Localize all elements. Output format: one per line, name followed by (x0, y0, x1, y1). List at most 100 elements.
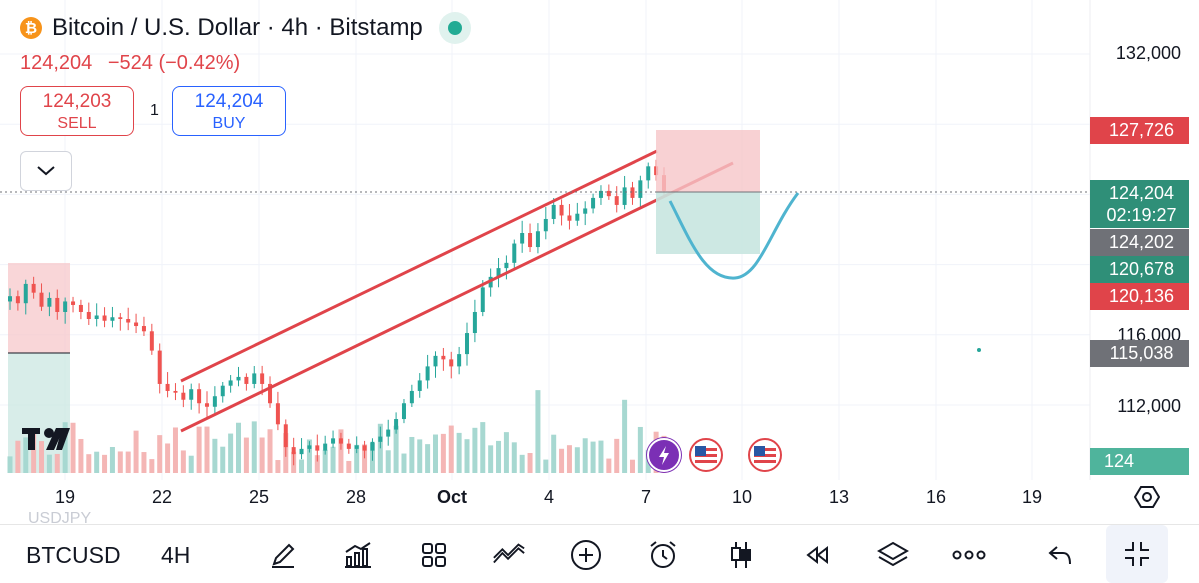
candle-body (528, 233, 533, 248)
layers-icon[interactable] (876, 538, 910, 572)
sell-button[interactable]: 124,203 SELL (20, 86, 134, 136)
settings-icon[interactable] (1133, 484, 1161, 515)
candle-body (520, 233, 525, 244)
candle-body (228, 380, 233, 386)
volume-bar (346, 460, 352, 473)
candle-body (425, 366, 430, 381)
candle-body (512, 243, 517, 263)
candle-body (417, 380, 422, 391)
symbol-button[interactable]: BTCUSD (26, 542, 121, 568)
candle-body (559, 204, 564, 216)
candle-body (31, 283, 36, 293)
volume-bar (133, 430, 139, 473)
volume-bar (456, 432, 462, 473)
candle-body (283, 424, 288, 448)
us-flag-event-icon[interactable] (689, 438, 723, 472)
candle-body (307, 445, 312, 449)
candle-body (102, 315, 107, 321)
buy-label: BUY (212, 115, 246, 132)
candle-body (614, 196, 619, 205)
add-icon[interactable] (569, 538, 603, 572)
time-axis-label: 19 (54, 487, 76, 507)
candle-body (204, 403, 209, 407)
spread-value: 1 (150, 102, 159, 119)
volume-bar (23, 437, 29, 473)
volume-bar (7, 456, 13, 473)
fullscreen-icon[interactable] (1106, 525, 1168, 583)
candle-body (197, 389, 202, 404)
volume-bar (46, 454, 52, 473)
candle-body (622, 187, 627, 205)
volume-bar (39, 441, 45, 473)
volume-bar (338, 429, 344, 473)
candle-body (535, 231, 540, 248)
price-summary: 124,204 −524 (−0.42%) (20, 52, 250, 75)
candle-body (457, 354, 462, 367)
time-axis-label: 28 (345, 487, 367, 507)
volume-bar (535, 390, 541, 473)
volume-bar (503, 432, 509, 473)
replay-icon[interactable] (800, 538, 834, 572)
time-axis-label: 13 (828, 487, 850, 507)
candle-body (15, 296, 20, 304)
chart-type-icon[interactable] (724, 538, 758, 572)
volume-bar (614, 438, 620, 473)
candle-body (331, 438, 336, 444)
buy-button[interactable]: 124,204 BUY (172, 86, 286, 136)
candle-body (543, 218, 548, 232)
candle-body (71, 301, 76, 305)
take-profit-tag: 127,726 (1090, 117, 1189, 144)
candle-body (39, 292, 44, 307)
volume-bar (401, 453, 407, 473)
forecast-curve (668, 192, 800, 280)
candle-body (94, 315, 99, 320)
candle-body (220, 385, 225, 397)
volume-bar (488, 445, 494, 473)
chevron-down-icon (37, 166, 55, 176)
candle-body (291, 447, 296, 455)
candle-body (504, 262, 509, 269)
volume-bar (172, 427, 178, 473)
templates-icon[interactable] (417, 538, 451, 572)
compare-icon[interactable] (492, 538, 526, 572)
candle-body (496, 268, 501, 277)
bitcoin-icon: ₿ (20, 17, 42, 39)
undo-icon[interactable] (1043, 538, 1077, 572)
candle-body (157, 350, 162, 384)
volume-bar (354, 444, 360, 473)
candle-body (149, 331, 154, 351)
volume-bar (393, 425, 399, 473)
candle-body (110, 317, 115, 321)
volume-bar (409, 436, 415, 473)
alert-icon[interactable] (646, 538, 680, 572)
candle-body (409, 390, 414, 404)
entry-price-tag: 120,678 (1090, 256, 1189, 283)
candle-body (236, 376, 241, 381)
last-price: 124,204 (20, 52, 93, 74)
interval-button[interactable]: 4H (161, 542, 191, 568)
candle-body (386, 429, 391, 437)
lightning-event-icon[interactable] (647, 438, 681, 472)
collapse-legend-button[interactable] (20, 151, 72, 191)
candle-body (472, 311, 477, 334)
volume-bar (472, 427, 478, 473)
volume-bar (220, 446, 226, 473)
price-chart[interactable] (0, 0, 1199, 524)
candle-body (401, 403, 406, 420)
bid-price-tag: 124,202 (1090, 229, 1189, 256)
indicators-icon[interactable] (341, 538, 375, 572)
us-flag-event-icon[interactable] (748, 438, 782, 472)
draw-icon[interactable] (266, 538, 300, 572)
candle-body (480, 287, 485, 312)
candle-body (212, 396, 217, 407)
candle-body (575, 213, 580, 221)
time-axis-label: 25 (248, 487, 270, 507)
volume-bar (31, 429, 37, 473)
candle-body (86, 311, 91, 320)
time-axis-label: 22 (151, 487, 173, 507)
volume-bar (149, 459, 155, 473)
volume-bar (125, 451, 131, 473)
more-icon[interactable] (952, 538, 986, 572)
symbol-title[interactable]: Bitcoin / U.S. Dollar · 4h · Bitstamp (52, 14, 423, 41)
volume-bar (117, 451, 123, 473)
